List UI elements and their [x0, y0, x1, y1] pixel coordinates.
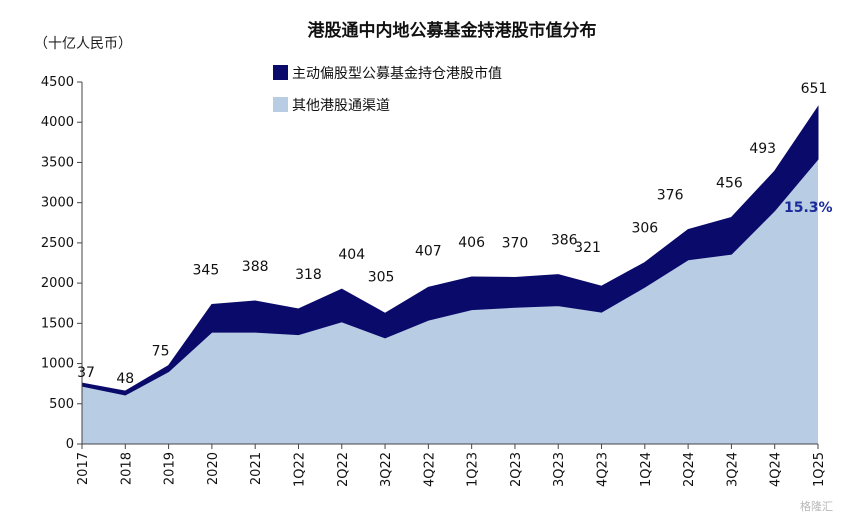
- data-label: 388: [242, 259, 269, 275]
- x-tick-label: 3Q23: [552, 452, 567, 487]
- x-tick-label: 2Q24: [682, 452, 697, 487]
- legend: 主动偏股型公募基金持仓港股市值 其他港股通渠道: [273, 65, 502, 114]
- data-label: 404: [338, 247, 365, 263]
- y-tick-label: 2000: [41, 276, 74, 291]
- x-tick-label: 1Q23: [466, 452, 481, 487]
- x-tick-label: 2019: [163, 452, 178, 485]
- data-label: 305: [368, 269, 395, 285]
- data-label: 48: [116, 371, 134, 387]
- x-tick-label: 3Q24: [725, 452, 740, 487]
- share-annotation: 15.3%: [784, 200, 833, 216]
- x-tick-label: 2Q23: [509, 452, 524, 487]
- data-label: 321: [574, 240, 601, 256]
- data-label: 456: [716, 175, 743, 191]
- y-tick-label: 4000: [41, 115, 74, 130]
- y-tick-label: 0: [66, 437, 74, 452]
- x-tick-label: 4Q24: [769, 452, 784, 487]
- data-label: 306: [631, 221, 658, 237]
- unit-label: （十亿人民币）: [34, 36, 132, 52]
- legend-label-other: 其他港股通渠道: [292, 98, 390, 114]
- data-label: 406: [458, 235, 485, 251]
- y-tick-label: 4500: [41, 75, 74, 90]
- x-tick-label: 2020: [206, 452, 221, 485]
- y-tick-label: 3000: [41, 196, 74, 211]
- data-label: 493: [749, 141, 776, 157]
- x-tick-label: 2021: [249, 452, 264, 485]
- y-tick-label: 2500: [41, 236, 74, 251]
- data-label: 75: [152, 344, 170, 360]
- x-tick-label: 2Q22: [336, 452, 351, 487]
- x-tick-label: 2018: [119, 452, 134, 485]
- x-tick-label: 3Q22: [379, 452, 394, 487]
- y-tick-label: 3500: [41, 155, 74, 170]
- data-label: 37: [77, 365, 95, 381]
- data-label: 386: [551, 233, 578, 249]
- y-tick-label: 500: [49, 397, 74, 412]
- data-label: 370: [502, 235, 529, 251]
- legend-swatch-active-fund: [273, 65, 288, 80]
- data-label: 651: [801, 81, 828, 97]
- x-tick-label: 4Q22: [422, 452, 437, 487]
- y-tick-label: 1000: [41, 357, 74, 372]
- x-tick-label: 1Q22: [292, 452, 307, 487]
- data-label: 318: [295, 267, 322, 283]
- x-tick-label: 1Q24: [639, 452, 654, 487]
- plot-area: 0 500 1000 1500 2000 2500 3000 3500 4000 4500 2017…: [41, 75, 827, 487]
- data-label: 376: [657, 188, 684, 204]
- x-tick-label: 2017: [76, 452, 91, 485]
- series-active-fund-band: [81, 105, 819, 396]
- x-tick-label: 1Q25: [812, 452, 827, 487]
- chart-title: 港股通中内地公募基金持港股市值分布: [308, 20, 597, 41]
- watermark: 格隆汇: [800, 499, 833, 513]
- data-label: 345: [193, 262, 220, 278]
- series-other-area: [82, 159, 818, 444]
- data-label: 407: [415, 243, 442, 259]
- legend-label-active-fund: 主动偏股型公募基金持仓港股市值: [292, 65, 502, 82]
- y-tick-label: 1500: [41, 316, 74, 331]
- x-tick-label: 4Q23: [596, 452, 611, 487]
- legend-swatch-other: [273, 97, 288, 112]
